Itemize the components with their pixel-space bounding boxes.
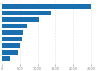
Bar (2, 17, 39, 22)
Bar (2, 11, 51, 15)
Bar (2, 37, 22, 41)
Bar (2, 57, 10, 61)
Bar (2, 4, 91, 9)
Bar (2, 43, 20, 48)
Bar (2, 50, 18, 55)
Bar (2, 30, 23, 35)
Bar (2, 24, 27, 28)
